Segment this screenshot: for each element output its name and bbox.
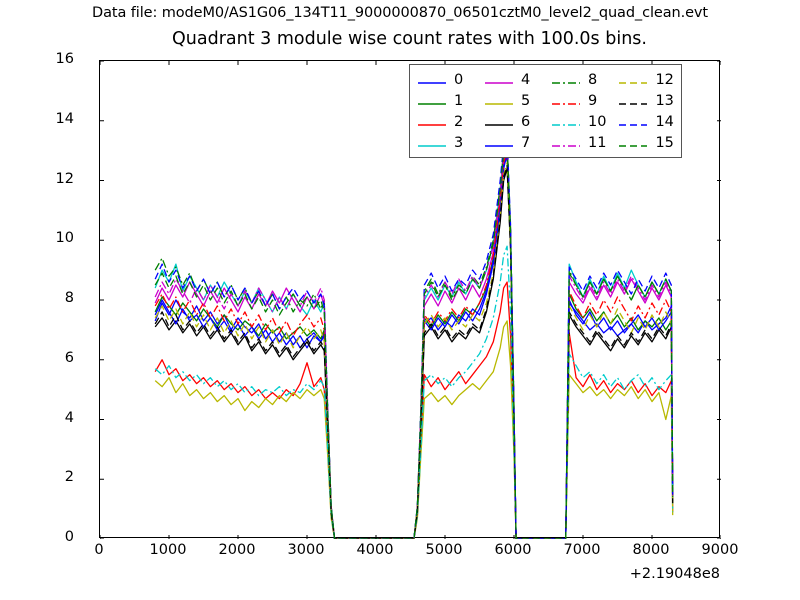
series-line-4 (154, 146, 674, 539)
legend-label-3: 3 (454, 134, 464, 151)
legend-entry-15[interactable]: 15 (618, 133, 674, 152)
series-line-0 (154, 152, 674, 539)
series-line-5 (154, 320, 674, 539)
legend-label-14: 14 (655, 113, 674, 130)
series-line-10 (154, 245, 674, 539)
legend-grid: 0 4 8 12 1 5 9 13 2 6 10 14 3 7 11 15 (417, 70, 674, 152)
y-tick-label: 2 (64, 469, 74, 486)
legend-line-sample-4 (484, 74, 514, 86)
series-line-7 (154, 155, 674, 539)
legend-label-0: 0 (454, 71, 464, 88)
y-tick-label: 4 (64, 409, 74, 426)
series-line-2 (154, 281, 674, 539)
legend-entry-13[interactable]: 13 (618, 91, 674, 110)
legend-entry-0[interactable]: 0 (417, 70, 472, 89)
legend-line-sample-1 (417, 95, 447, 107)
x-tick-label: 8000 (632, 542, 670, 558)
y-tick-label: 14 (55, 110, 74, 127)
series-line-6 (154, 167, 674, 539)
y-tick-label: 16 (55, 51, 74, 67)
legend-line-sample-3 (417, 137, 447, 149)
legend-entry-5[interactable]: 5 (484, 91, 539, 110)
legend-line-sample-14 (618, 116, 648, 128)
x-tick-label: 2000 (218, 542, 256, 558)
legend-entry-14[interactable]: 14 (618, 112, 674, 131)
legend-line-sample-8 (551, 74, 581, 86)
legend-line-sample-6 (484, 116, 514, 128)
legend-entry-12[interactable]: 12 (618, 70, 674, 89)
line-chart-canvas (100, 61, 721, 539)
x-tick-label: 5000 (425, 542, 463, 558)
legend-line-sample-15 (618, 137, 648, 149)
legend-line-sample-2 (417, 116, 447, 128)
x-tick-label: 9000 (701, 542, 739, 558)
legend-line-sample-11 (551, 137, 581, 149)
legend-line-sample-13 (618, 95, 648, 107)
legend-line-sample-5 (484, 95, 514, 107)
legend-entry-1[interactable]: 1 (417, 91, 472, 110)
legend[interactable]: 0 4 8 12 1 5 9 13 2 6 10 14 3 7 11 15 (409, 64, 682, 158)
legend-label-6: 6 (521, 113, 531, 130)
x-tick-label: 0 (94, 542, 104, 558)
series-line-8 (154, 141, 674, 539)
legend-line-sample-7 (484, 137, 514, 149)
legend-line-sample-0 (417, 74, 447, 86)
legend-entry-8[interactable]: 8 (551, 70, 606, 89)
x-tick-label: 4000 (356, 542, 394, 558)
y-tick-label: 0 (64, 529, 74, 545)
legend-entry-11[interactable]: 11 (551, 133, 606, 152)
y-tick-label: 12 (55, 170, 74, 187)
x-tick-label: 1000 (149, 542, 187, 558)
series-line-11 (154, 144, 674, 539)
x-tick-label: 7000 (563, 542, 601, 558)
series-line-9 (154, 149, 674, 539)
legend-entry-10[interactable]: 10 (551, 112, 606, 131)
legend-label-7: 7 (521, 134, 531, 151)
y-tick-label: 8 (64, 290, 74, 306)
legend-label-2: 2 (454, 113, 464, 130)
legend-label-15: 15 (655, 134, 674, 151)
legend-entry-7[interactable]: 7 (484, 133, 539, 152)
legend-label-4: 4 (521, 71, 531, 88)
data-file-label: Data file: modeM0/AS1G06_134T11_90000008… (92, 5, 708, 21)
x-tick-label: 6000 (494, 542, 532, 558)
legend-label-9: 9 (588, 92, 598, 109)
series-line-15 (154, 144, 674, 539)
legend-entry-2[interactable]: 2 (417, 112, 472, 131)
series-line-13 (154, 164, 674, 539)
series-line-12 (154, 161, 674, 539)
legend-label-11: 11 (588, 134, 607, 151)
page-title: Quadrant 3 module wise count rates with … (172, 29, 647, 49)
legend-entry-6[interactable]: 6 (484, 112, 539, 131)
series-line-3 (154, 144, 674, 539)
series-line-14 (154, 135, 674, 539)
y-tick-label: 6 (64, 349, 74, 366)
legend-line-sample-12 (618, 74, 648, 86)
series-line-1 (154, 149, 674, 539)
x-axis-offset-label: +2.19048e8 (629, 566, 720, 582)
legend-label-12: 12 (655, 71, 674, 88)
legend-entry-9[interactable]: 9 (551, 91, 606, 110)
legend-label-5: 5 (521, 92, 531, 109)
legend-label-10: 10 (588, 113, 607, 130)
legend-label-8: 8 (588, 71, 598, 88)
legend-label-13: 13 (655, 92, 674, 109)
y-tick-label: 10 (55, 230, 74, 247)
x-tick-label: 3000 (287, 542, 325, 558)
legend-line-sample-9 (551, 95, 581, 107)
legend-entry-4[interactable]: 4 (484, 70, 539, 89)
legend-label-1: 1 (454, 92, 464, 109)
legend-line-sample-10 (551, 116, 581, 128)
legend-entry-3[interactable]: 3 (417, 133, 472, 152)
